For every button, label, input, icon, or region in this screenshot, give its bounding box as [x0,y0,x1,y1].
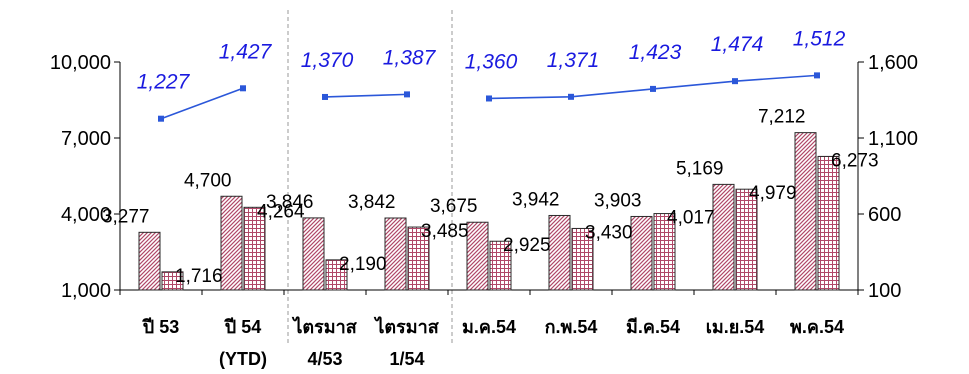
bar-value-label: 4,017 [667,208,715,229]
line-point [486,95,492,102]
line-point [240,85,246,92]
bar-value-label: 2,190 [339,254,387,275]
line-value-label: 1,427 [219,40,273,63]
bar-value-label: 3,675 [430,196,478,217]
data-labels: 3,277 4,700 3,846 3,842 3,675 3,942 3,903 5,169… [102,27,879,286]
category-label: ปี 54 [223,317,261,337]
category-label: พ.ค.54 [790,317,844,337]
bar-series-2 [489,240,512,291]
line-value-label: 1,474 [711,33,764,56]
line-point [650,85,656,92]
y-left-tick-label: 1,000 [61,280,111,302]
bar-value-label: 3,485 [421,221,469,242]
bar-value-label: 6,273 [831,150,879,171]
line-point [158,115,164,122]
line-point [322,93,328,100]
bar-series-2 [243,206,266,291]
bar-series-2 [571,227,594,291]
category-label: ไตรมาส [373,316,439,337]
y-right-tick-label: 100 [868,280,901,302]
bar-series-2 [653,213,676,291]
line-point [814,72,820,79]
category-label: ไตรมาส [291,316,357,337]
bar-series-2 [735,188,758,291]
bar-value-label: 1,716 [175,266,223,287]
line-point [404,91,410,98]
line-series [158,72,820,122]
y-right-tick-label: 600 [868,204,901,226]
bar-value-label: 4,700 [184,170,232,191]
bar-series-1 [220,195,243,291]
bar-value-label: 3,942 [512,189,560,210]
category-label: ปี 53 [141,317,179,337]
bar-value-label: 7,212 [758,107,806,128]
bar-series-1 [138,231,161,291]
line-value-label: 1,512 [793,27,846,50]
bar-series-2 [325,259,348,291]
category-label: ม.ค.54 [462,317,516,337]
bar-series-2 [161,271,184,291]
bar-value-label: 4,979 [749,183,797,204]
line-value-label: 1,360 [465,50,518,73]
line-point [568,93,574,100]
y-left-tick-label: 7,000 [61,128,111,150]
bar-series-1 [302,217,325,291]
bar-series-1 [384,217,407,291]
category-sublabel: (YTD) [219,349,267,369]
bar-value-label: 3,846 [266,192,314,213]
line-value-label: 1,371 [547,49,600,72]
bar-series-1 [712,183,735,291]
line-value-label: 1,227 [137,71,191,94]
axes: 1,000 4,000 7,000 10,000 100 600 1,100 1,600 [50,52,918,302]
bar-value-label: 4,264 [257,201,305,222]
line-value-label: 1,387 [383,46,437,69]
bars [138,132,840,291]
bar-series-2 [817,155,840,291]
bar-value-label: 5,169 [676,158,724,179]
bar-series-1 [630,215,653,291]
bar-value-label: 3,430 [585,222,633,243]
line-value-label: 1,370 [301,49,354,72]
bar-value-label: 3,277 [102,206,150,227]
bar-value-label: 3,842 [348,192,396,213]
line-segment-0 [160,87,244,120]
y-left-tick-label: 4,000 [61,204,111,226]
line-point [732,78,738,85]
category-sublabel: 4/53 [307,349,342,369]
category-label: มี.ค.54 [626,317,680,337]
bar-series-2 [407,226,430,291]
category-labels: ปี 53 ปี 54 (YTD) ไตรมาส 4/53 ไตรมาส 1/54 ม.ค.5… [141,316,844,369]
category-label: เม.ย.54 [706,317,765,337]
y-right-tick-label: 1,600 [868,52,918,74]
y-right-tick-label: 1,100 [868,128,918,150]
bar-value-label: 2,925 [503,235,551,256]
bar-value-label: 3,903 [594,190,642,211]
category-label: ก.พ.54 [545,317,598,337]
y-left-tick-label: 10,000 [50,52,111,74]
line-value-label: 1,423 [629,41,682,64]
line-segment-1 [324,93,408,98]
category-sublabel: 1/54 [389,349,424,369]
bar-series-1 [466,221,489,291]
bar-series-1 [794,132,817,291]
bar-series-1 [548,214,571,291]
